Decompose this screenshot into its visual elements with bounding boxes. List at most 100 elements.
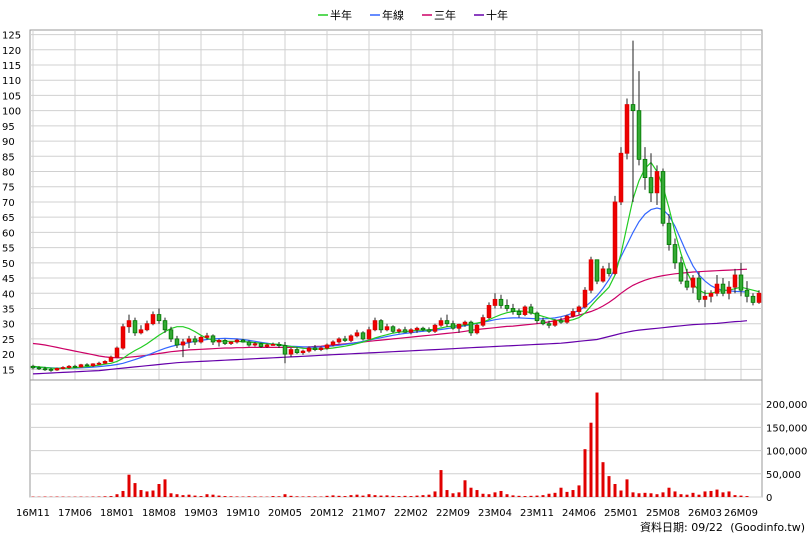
x-tick-label: 26M09 <box>724 508 758 519</box>
volume-bar <box>739 495 743 497</box>
volume-bar <box>685 494 689 497</box>
candle-body <box>528 306 534 314</box>
ma-3year-line <box>32 268 748 359</box>
candle-body <box>468 321 474 334</box>
volume-bar <box>469 487 473 497</box>
candle-body <box>462 321 468 325</box>
candle-body <box>72 365 78 368</box>
ma-10year-line <box>32 320 748 375</box>
price-tick-label: 70 <box>2 198 15 209</box>
candle-body <box>114 347 120 358</box>
candle-body <box>330 341 336 346</box>
candle-body <box>78 364 84 368</box>
candle-body <box>432 324 438 332</box>
candle-body <box>708 292 714 297</box>
candle-body <box>126 320 132 328</box>
candle-body <box>618 152 624 203</box>
volume-bar <box>445 490 449 497</box>
volume-bar <box>571 490 575 497</box>
volume-bar <box>463 480 467 497</box>
volume-bar <box>439 470 443 497</box>
price-tick-label: 90 <box>2 137 15 148</box>
price-tick-label: 95 <box>2 122 15 133</box>
volume-bar <box>547 493 551 497</box>
volume-bar <box>487 494 491 497</box>
volume-bar <box>541 495 545 497</box>
volume-bar <box>307 496 311 497</box>
volume-bar <box>175 494 179 497</box>
volume-bar <box>283 494 287 497</box>
candle-body <box>576 306 582 312</box>
candle-body <box>402 329 408 333</box>
candle-body <box>282 345 288 355</box>
candle-body <box>186 338 192 343</box>
candle-body <box>438 320 444 326</box>
volume-panel-frame <box>29 379 763 498</box>
candle-body <box>756 292 762 303</box>
price-tick-label: 60 <box>2 228 15 239</box>
x-tick-label: 17M06 <box>58 508 92 519</box>
candle-body <box>714 283 720 294</box>
volume-panel: 0 50,000 100,000 150,000 200,000 <box>29 379 807 504</box>
volume-bar <box>145 491 149 497</box>
candle-body <box>534 312 540 322</box>
candle-body <box>408 329 414 333</box>
volume-bar <box>277 496 281 497</box>
x-tick-label: 19M03 <box>184 508 218 519</box>
price-tick-label: 75 <box>2 183 15 194</box>
x-tick-label: 18M08 <box>142 508 176 519</box>
volume-bar <box>553 492 557 497</box>
candle-body <box>522 306 528 315</box>
candle-body <box>378 320 384 331</box>
candle-body <box>66 365 72 368</box>
candle-body <box>264 344 270 347</box>
candle-body <box>648 177 654 194</box>
candle-body <box>558 320 564 323</box>
x-tick-label: 18M01 <box>100 508 134 519</box>
price-tick-label: 85 <box>2 152 15 163</box>
volume-bar <box>481 493 485 497</box>
candle-body <box>666 222 672 245</box>
volume-bar <box>313 496 317 497</box>
price-tick-label: 105 <box>2 91 21 102</box>
volume-bar <box>325 495 329 497</box>
volume-tick-label: 0 <box>766 493 772 504</box>
volume-bar <box>139 490 143 497</box>
candle-body <box>750 295 756 303</box>
ma-halfyear-line <box>32 161 760 369</box>
volume-bar <box>721 492 725 497</box>
volume-bar <box>373 495 377 497</box>
volume-bar <box>535 495 539 497</box>
candle-body <box>48 368 54 371</box>
ma-year-line <box>32 207 748 369</box>
price-tick-label: 45 <box>2 274 15 285</box>
candle-body <box>36 367 42 370</box>
volume-bar <box>601 462 605 497</box>
candle-body <box>60 367 66 369</box>
candle-body <box>444 320 450 325</box>
x-tick-label: 23M11 <box>520 508 554 519</box>
price-tick-label: 125 <box>2 31 21 42</box>
candle-body <box>234 339 240 343</box>
candle-body <box>450 323 456 329</box>
volume-bar <box>619 490 623 497</box>
candle-body <box>696 277 702 300</box>
volume-bar <box>289 495 293 497</box>
volume-bar <box>415 495 419 497</box>
candle-body <box>162 320 168 331</box>
candle-body <box>396 329 402 332</box>
volume-bar <box>673 491 677 497</box>
candle-body <box>636 110 642 160</box>
volume-bar <box>505 494 509 497</box>
legend-label: 三年 <box>434 8 456 22</box>
candle-body <box>384 326 390 331</box>
price-panel: 15 20 25 30 35 40 45 50 55 60 65 70 75 80 85 90 95 100 105… <box>2 29 763 497</box>
candle-body <box>546 323 552 326</box>
x-axis: 16M11 17M06 18M01 18M08 19M03 19M10 20M05 20M12… <box>16 508 758 519</box>
volume-bar <box>403 495 407 497</box>
candle-body <box>702 295 708 300</box>
candle-body <box>492 298 498 306</box>
volume-bar <box>595 392 599 497</box>
volume-bar <box>559 487 563 497</box>
volume-bar <box>565 491 569 497</box>
